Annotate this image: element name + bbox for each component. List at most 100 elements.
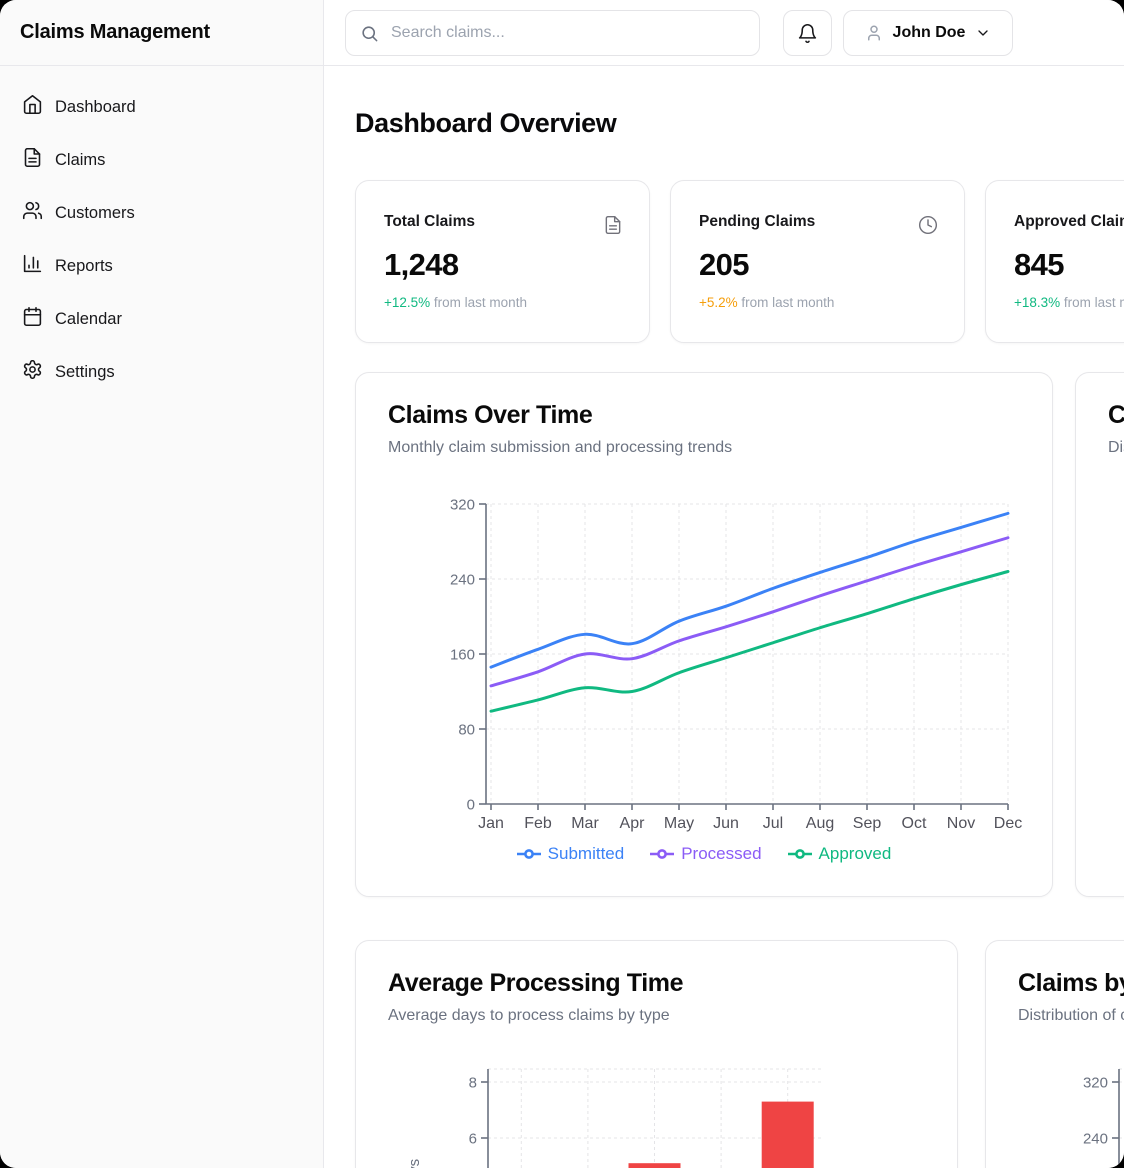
gear-icon	[22, 359, 43, 385]
stat-delta-suffix: from last month	[737, 295, 835, 310]
x-axis-tick-label: Sep	[853, 815, 882, 832]
stat-label: Pending Claims	[699, 213, 816, 230]
file-text-icon	[603, 215, 623, 240]
x-axis-tick-label: Apr	[620, 815, 646, 832]
x-axis-tick-label: Mar	[571, 815, 599, 832]
bar-chart-icon	[22, 253, 43, 279]
stat-value: 845	[1014, 247, 1065, 282]
home-icon	[22, 94, 43, 120]
bell-icon	[797, 23, 818, 44]
stat-value: 1,248	[384, 247, 459, 282]
calendar-icon	[22, 306, 43, 332]
clock-icon	[918, 215, 938, 240]
chart-title: Claims Over Time	[388, 401, 593, 429]
y-axis-tick-label: 0	[467, 797, 475, 814]
main-content: Dashboard Overview Total Claims 1,248 +1…	[324, 66, 1124, 1168]
bar	[761, 1101, 814, 1168]
sidebar-item-label: Calendar	[55, 309, 122, 328]
stat-delta-suffix: from last month	[430, 295, 527, 310]
line-chart-claims-over-time: 0 80 160 240 320 Jan Feb Mar Apr May Jun Jul Aug Sep O…	[450, 497, 1022, 833]
file-text-icon	[22, 147, 43, 173]
sidebar: Claims Management Dashboard Claims Custo…	[0, 0, 324, 1168]
stat-delta: +12.5% from last month	[384, 295, 621, 310]
y-axis-tick-label: 240	[1083, 1131, 1108, 1148]
sidebar-item-settings[interactable]: Settings	[16, 359, 307, 385]
x-axis-tick-label: Feb	[524, 815, 552, 832]
legend-item-approved: Approved	[787, 844, 892, 864]
chart-title: Average Processing Time	[388, 969, 684, 997]
sidebar-item-dashboard[interactable]: Dashboard	[16, 94, 307, 120]
legend-label: Processed	[681, 844, 762, 863]
stat-delta-suffix: from last month	[1063, 295, 1124, 310]
legend-item-processed: Processed	[650, 844, 762, 864]
sidebar-item-label: Claims	[55, 150, 106, 169]
stat-delta-percent: +12.5%	[384, 295, 431, 310]
chart-card-claims-by-status: Claims by Status Distribution of claims …	[1075, 372, 1124, 897]
app-title: Claims Management	[20, 21, 210, 43]
sidebar-item-label: Customers	[55, 203, 135, 222]
search-icon	[360, 24, 379, 43]
stat-value: 205	[699, 247, 750, 282]
x-axis-tick-label: Oct	[902, 815, 927, 832]
y-axis-tick-label: 160	[450, 647, 475, 664]
stat-delta-percent: +18.3%	[1014, 295, 1061, 310]
bar-chart-avg-processing-time: 02468Days	[406, 1068, 821, 1168]
search-input[interactable]	[389, 23, 745, 43]
sidebar-item-label: Reports	[55, 256, 113, 275]
sidebar-item-calendar[interactable]: Calendar	[16, 306, 307, 332]
stat-label: Approved Claims	[1014, 213, 1124, 230]
x-axis-tick-label: Dec	[994, 815, 1022, 832]
chevron-down-icon	[975, 25, 991, 41]
chart-card-claims-over-time: Claims Over Time Monthly claim submissio…	[355, 372, 1053, 897]
y-axis-tick-label: 320	[450, 497, 475, 514]
legend-marker	[650, 849, 675, 859]
chart-subtitle: Monthly claim submission and processing …	[388, 439, 733, 456]
stat-card-pending-claims: Pending Claims 205 +5.2% from last month	[670, 180, 965, 343]
y-axis-title: Days	[406, 1159, 423, 1168]
stat-card-approved-claims: Approved Claims 845 +18.3% from last mon…	[985, 180, 1124, 343]
chart-subtitle: Distribution of claims by region	[1018, 1007, 1124, 1024]
legend-marker	[516, 849, 541, 859]
legend-label: Approved	[818, 844, 892, 863]
x-axis-tick-label: Jun	[713, 815, 739, 832]
sidebar-item-customers[interactable]: Customers	[16, 200, 307, 226]
legend-label: Submitted	[547, 844, 625, 863]
chart-subtitle: Distribution of claims by status	[1108, 439, 1124, 456]
x-axis-tick-label: Aug	[806, 815, 834, 832]
chart-title: Claims by Region	[1018, 969, 1124, 997]
line-series-processed	[489, 536, 1010, 688]
sidebar-header: Claims Management	[0, 0, 323, 66]
stat-delta: +18.3% from last month	[1014, 295, 1124, 310]
stat-label: Total Claims	[384, 213, 476, 230]
user-menu-button[interactable]: John Doe	[843, 10, 1013, 56]
y-axis-tick-label: 8	[469, 1075, 477, 1092]
stat-delta-percent: +5.2%	[699, 295, 738, 310]
line-series-submitted	[489, 511, 1010, 669]
topbar: John Doe	[324, 0, 1124, 66]
x-axis-tick-label: Jul	[763, 815, 783, 832]
sidebar-item-reports[interactable]: Reports	[16, 253, 307, 279]
sidebar-item-label: Settings	[55, 362, 115, 381]
page-title: Dashboard Overview	[355, 108, 617, 138]
sidebar-nav: Dashboard Claims Customers Reports Calen…	[0, 66, 323, 385]
stat-delta: +5.2% from last month	[699, 295, 936, 310]
y-axis-tick-label: 320	[1083, 1075, 1108, 1092]
notifications-button[interactable]	[783, 10, 832, 56]
y-axis-tick-label: 240	[450, 572, 475, 589]
search-box	[345, 10, 760, 56]
chart-card-avg-processing-time: Average Processing Time Average days to …	[355, 940, 958, 1168]
line-series-approved	[489, 570, 1010, 713]
y-axis-tick-label: 6	[469, 1131, 477, 1148]
sidebar-item-label: Dashboard	[55, 97, 136, 116]
user-name: John Doe	[892, 24, 966, 41]
stat-card-total-claims: Total Claims 1,248 +12.5% from last mont…	[355, 180, 650, 343]
legend-marker	[787, 849, 812, 859]
x-axis-tick-label: Jan	[478, 815, 504, 832]
legend-item-submitted: Submitted	[516, 844, 625, 864]
x-axis-tick-label: May	[664, 815, 694, 832]
sidebar-item-claims[interactable]: Claims	[16, 147, 307, 173]
x-axis-tick-label: Nov	[947, 815, 975, 832]
chart-legend: Submitted Processed Approved	[356, 844, 1052, 864]
